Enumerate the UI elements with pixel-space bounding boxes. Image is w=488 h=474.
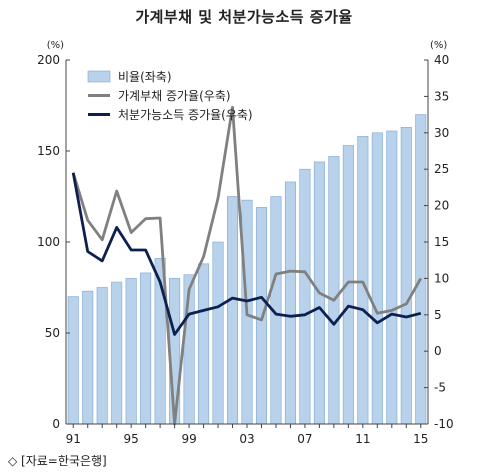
bar (415, 114, 427, 425)
right-tick-label: -5 (434, 381, 446, 395)
x-tick-label: 91 (66, 432, 81, 446)
x-tick-label: 03 (239, 432, 254, 446)
household-debt-growth-line (71, 105, 423, 426)
bar (371, 132, 383, 425)
left-tick-label: 200 (37, 53, 60, 67)
chart-title: 가계부채 및 처분가능소득 증가율 (135, 8, 353, 26)
right-tick-label: 25 (434, 162, 449, 176)
left-unit-label: (%) (47, 40, 64, 51)
combo-chart: 0 50 100 150 200 -10 -5 0 5 10 15 20 25 30 35 40 (%) (%) 9… (37, 40, 454, 446)
bar (386, 130, 398, 425)
bar (357, 136, 369, 425)
x-tick-label: 07 (297, 432, 312, 446)
bar (96, 287, 108, 425)
bar (328, 156, 340, 425)
x-tick-label: 11 (355, 432, 370, 446)
right-unit-label: (%) (430, 40, 447, 51)
bar (67, 296, 79, 425)
right-tick-label: 10 (434, 271, 449, 285)
bar (125, 278, 137, 425)
legend-label: 비율(좌축) (118, 70, 172, 84)
x-tick-label: 99 (181, 432, 196, 446)
left-tick-label: 0 (52, 417, 60, 431)
right-tick-label: 5 (434, 308, 442, 322)
disposable-income-growth-line (71, 172, 422, 336)
right-tick-label: 20 (434, 199, 449, 213)
left-tick-label: 100 (37, 235, 60, 249)
right-tick-label: 40 (434, 53, 449, 67)
bar (140, 272, 152, 425)
bar (82, 290, 94, 425)
right-tick-label: 30 (434, 126, 449, 140)
legend-label: 가계부채 증가율(우축) (118, 89, 231, 103)
x-tick-label: 95 (124, 432, 139, 446)
bar (198, 263, 210, 425)
source-note: ◇ [자료=한국은행] (8, 454, 107, 468)
legend-swatch-bar (87, 70, 111, 83)
bar (212, 241, 224, 425)
right-tick-label: 15 (434, 235, 449, 249)
bar (227, 196, 239, 425)
bar (284, 181, 296, 425)
x-tick-label: 15 (413, 432, 428, 446)
right-tick-label: 35 (434, 89, 449, 103)
bar (400, 127, 412, 425)
left-tick-label: 150 (37, 144, 60, 158)
left-tick-label: 50 (45, 326, 60, 340)
right-tick-label: 0 (434, 344, 442, 358)
bar (111, 281, 123, 425)
legend-label: 처분가능소득 증가율(우축) (118, 108, 253, 122)
bar (299, 168, 311, 425)
right-tick-label: -10 (434, 417, 454, 431)
